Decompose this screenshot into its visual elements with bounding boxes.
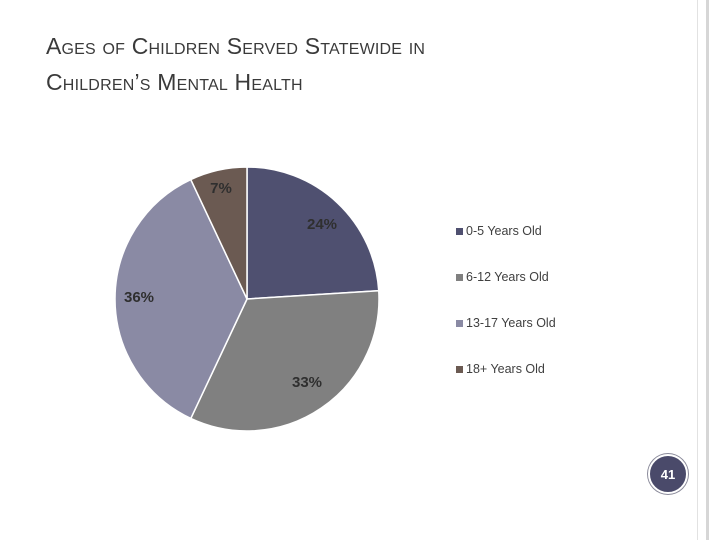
pie-slice-6-12 <box>189 289 380 432</box>
legend-label-6-12: 6-12 Years Old <box>466 270 549 284</box>
pie-slice-18-plus <box>189 166 248 300</box>
slide-title-line-1: Ages of Children Served Statewide in <box>46 33 426 59</box>
legend-swatch-6-12 <box>456 274 463 281</box>
legend-item-6-12: 6-12 Years Old <box>456 270 556 316</box>
pie-slice-0-5 <box>246 166 380 300</box>
legend-swatch-13-17 <box>456 320 463 327</box>
legend-swatch-0-5 <box>456 228 463 235</box>
data-label-6-12: 33% <box>292 374 322 391</box>
legend-item-18-plus: 18+ Years Old <box>456 362 556 408</box>
pie-slice-13-17 <box>114 178 248 420</box>
legend-label-13-17: 13-17 Years Old <box>466 316 556 330</box>
data-label-18-plus: 7% <box>210 180 232 197</box>
legend-label-18-plus: 18+ Years Old <box>466 362 545 376</box>
page-number-badge: 41 <box>648 454 688 494</box>
right-rail-outer <box>706 0 709 540</box>
right-rail-inner <box>697 0 698 540</box>
data-label-0-5: 24% <box>307 216 337 233</box>
legend-item-0-5: 0-5 Years Old <box>456 224 556 270</box>
legend-item-13-17: 13-17 Years Old <box>456 316 556 362</box>
chart-legend: 0-5 Years Old 6-12 Years Old 13-17 Years O… <box>456 224 556 408</box>
data-label-13-17: 36% <box>124 289 154 306</box>
slide-title-line-2: Children’s Mental Health <box>46 69 303 95</box>
slide-title: Ages of Children Served Statewide in Chi… <box>46 28 666 100</box>
legend-label-0-5: 0-5 Years Old <box>466 224 542 238</box>
legend-swatch-18-plus <box>456 366 463 373</box>
